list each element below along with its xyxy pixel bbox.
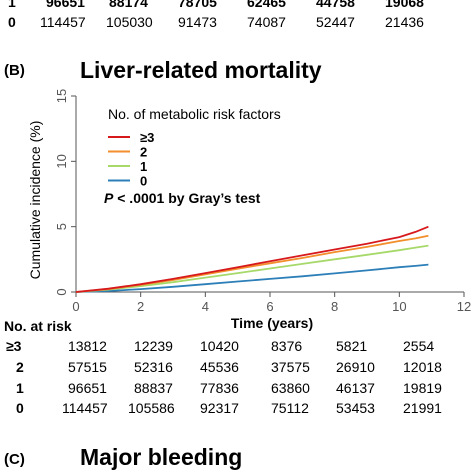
top-row-1-cell: 96651 xyxy=(46,0,85,10)
top-row-label-0: 0 xyxy=(8,14,16,30)
x-tick-label: 4 xyxy=(202,299,209,314)
risk-cell: 8376 xyxy=(271,338,303,354)
x-tick-label: 10 xyxy=(392,299,406,314)
p-value-annotation: P < .0001 by Gray’s test xyxy=(104,190,261,206)
top-row-0-cell: 52447 xyxy=(316,14,355,30)
x-tick-label: 6 xyxy=(266,299,273,314)
series-line-0 xyxy=(75,263,429,293)
risk-cell: 19819 xyxy=(403,380,442,396)
risk-cell: 53453 xyxy=(336,400,375,416)
risk-cell: 5821 xyxy=(336,338,368,354)
y-tick-label: 0 xyxy=(54,288,69,295)
legend-title: No. of metabolic risk factors xyxy=(108,106,281,122)
risk-cell: 96651 xyxy=(68,380,107,396)
risk-row-label: 2 xyxy=(16,359,24,375)
risk-cell: 26910 xyxy=(336,359,375,375)
risk-cell: 2554 xyxy=(403,338,435,354)
top-row-0-cell: 91473 xyxy=(178,14,217,30)
series-line-≥3 xyxy=(75,225,429,293)
risk-cell: 75112 xyxy=(271,400,309,416)
panel-b-label: (B) xyxy=(4,62,25,79)
panel-c-title: Major bleeding xyxy=(80,444,243,470)
risk-cell: 46137 xyxy=(336,380,375,396)
risk-cell: 92317 xyxy=(200,400,239,416)
top-row-label-1: 1 xyxy=(8,0,16,10)
top-row-1-cell: 62465 xyxy=(247,0,286,10)
risk-table-header: No. at risk xyxy=(4,318,72,334)
x-tick-label: 0 xyxy=(72,299,79,314)
risk-cell: 21991 xyxy=(403,400,442,416)
p-value-text: < .0001 by Gray’s test xyxy=(113,190,260,206)
top-row-1-cell: 44758 xyxy=(316,0,355,10)
top-row-0-cell: 114457 xyxy=(40,14,86,30)
risk-cell: 10420 xyxy=(200,338,239,354)
top-row-0-cell: 74087 xyxy=(247,14,286,30)
series-line-1 xyxy=(75,244,429,293)
risk-cell: 52316 xyxy=(134,359,173,375)
risk-cell: 12018 xyxy=(403,359,442,375)
y-axis-label: Cumulative incidence (%) xyxy=(27,121,43,280)
panel-b-title: Liver-related mortality xyxy=(80,57,322,83)
risk-cell: 57515 xyxy=(68,359,107,375)
x-tick-label: 8 xyxy=(331,299,338,314)
y-tick-label: 10 xyxy=(54,154,69,168)
risk-cell: 105586 xyxy=(128,400,175,416)
x-tick-label: 12 xyxy=(457,299,471,314)
risk-cell: 88837 xyxy=(134,380,173,396)
risk-cell: 45536 xyxy=(200,359,239,375)
legend-label: ≥3 xyxy=(140,130,154,145)
y-tick-label: 15 xyxy=(54,89,69,103)
top-row-0-cell: 105030 xyxy=(106,14,153,30)
risk-row-label: 1 xyxy=(16,380,24,396)
risk-cell: 13812 xyxy=(68,338,107,354)
risk-cell: 12239 xyxy=(134,338,173,354)
top-row-1-cell: 19068 xyxy=(385,0,424,10)
risk-cell: 63860 xyxy=(271,380,310,396)
y-tick-label: 5 xyxy=(54,223,69,230)
risk-cell: 77836 xyxy=(200,380,239,396)
top-row-1-cell: 78705 xyxy=(178,0,217,10)
top-row-0-cell: 21436 xyxy=(385,14,424,30)
risk-row-label: 0 xyxy=(16,400,24,416)
risk-cell: 37575 xyxy=(271,359,310,375)
legend-label: 2 xyxy=(140,145,147,160)
p-symbol: P xyxy=(104,190,114,206)
panel-c-label: (C) xyxy=(4,451,25,468)
x-axis-label: Time (years) xyxy=(231,315,313,331)
top-row-1-cell: 88174 xyxy=(109,0,148,10)
legend-label: 1 xyxy=(140,159,147,174)
risk-row-label: ≥3 xyxy=(6,338,22,354)
x-tick-label: 2 xyxy=(137,299,144,314)
risk-cell: 114457 xyxy=(62,400,108,416)
legend-label: 0 xyxy=(140,174,147,189)
